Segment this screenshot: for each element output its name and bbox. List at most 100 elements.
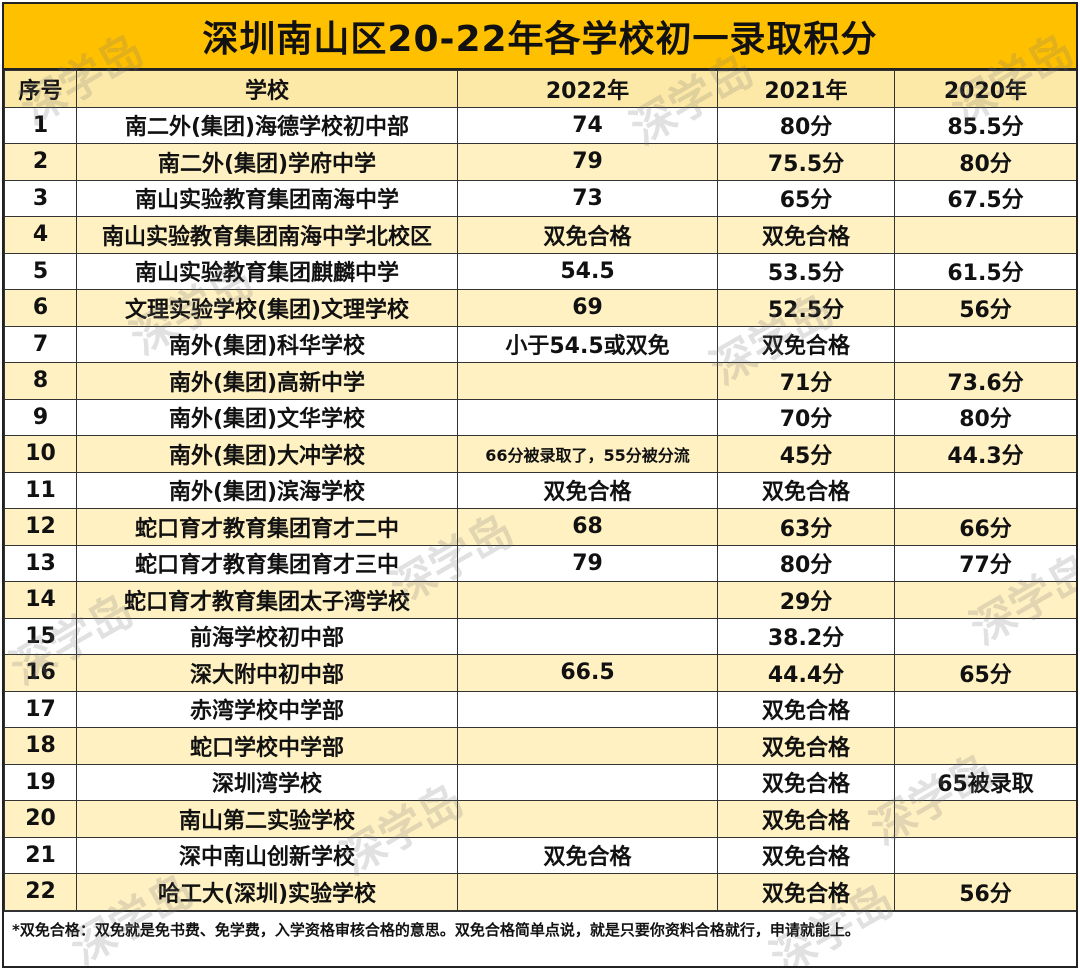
- cell-school: 前海学校初中部: [76, 617, 458, 655]
- cell-score-2021: 63分: [717, 508, 895, 546]
- page-title: 深圳南山区20-22年各学校初一录取积分: [4, 4, 1076, 70]
- cell-school: 南山实验教育集团麒麟中学: [76, 252, 458, 290]
- cell-score-2022: [457, 873, 718, 911]
- cell-school: 南山第二实验学校: [76, 800, 458, 838]
- cell-score-2020: 61.5分: [894, 252, 1076, 290]
- cell-score-2021: 75.5分: [717, 143, 895, 181]
- cell-score-2020: [894, 581, 1076, 619]
- cell-score-2021: 双免合格: [717, 325, 895, 363]
- cell-score-2022: 双免合格: [457, 471, 718, 509]
- table-row: 11 南外(集团)滨海学校 双免合格 双免合格: [4, 471, 1076, 509]
- table-row: 7 南外(集团)科华学校 小于54.5或双免 双免合格: [4, 325, 1076, 363]
- cell-score-2021: 70分: [717, 398, 895, 436]
- footnote: *双免合格：双免就是免书费、免学费，入学资格审核合格的意思。双免合格简单点说，就…: [4, 910, 1076, 948]
- cell-school: 蛇口育才教育集团太子湾学校: [76, 581, 458, 619]
- cell-index: 18: [4, 727, 77, 765]
- header-2021: 2021年: [717, 70, 895, 108]
- cell-index: 12: [4, 508, 77, 546]
- table-row: 21 深中南山创新学校 双免合格 双免合格: [4, 836, 1076, 874]
- table-row: 2 南二外(集团)学府中学 79 75.5分 80分: [4, 143, 1076, 181]
- cell-score-2021: 44.4分: [717, 654, 895, 692]
- cell-index: 13: [4, 544, 77, 582]
- cell-score-2021: 65分: [717, 179, 895, 217]
- header-index: 序号: [4, 70, 77, 108]
- table-row: 12 蛇口育才教育集团育才二中 68 63分 66分: [4, 508, 1076, 546]
- cell-score-2022: [457, 800, 718, 838]
- cell-score-2020: 73.6分: [894, 362, 1076, 400]
- cell-score-2020: 66分: [894, 508, 1076, 546]
- table-row: 6 文理实验学校(集团)文理学校 69 52.5分 56分: [4, 289, 1076, 327]
- table-row: 3 南山实验教育集团南海中学 73 65分 67.5分: [4, 179, 1076, 217]
- cell-index: 5: [4, 252, 77, 290]
- cell-score-2021: 双免合格: [717, 836, 895, 874]
- table-row: 8 南外(集团)高新中学 71分 73.6分: [4, 362, 1076, 400]
- cell-index: 2: [4, 143, 77, 181]
- cell-school: 南外(集团)高新中学: [76, 362, 458, 400]
- table-row: 1 南二外(集团)海德学校初中部 74 80分 85.5分: [4, 106, 1076, 144]
- table-row: 17 赤湾学校中学部 双免合格: [4, 690, 1076, 728]
- cell-index: 7: [4, 325, 77, 363]
- table-row: 13 蛇口育才教育集团育才三中 79 80分 77分: [4, 544, 1076, 582]
- cell-score-2020: 67.5分: [894, 179, 1076, 217]
- cell-score-2020: [894, 617, 1076, 655]
- cell-index: 8: [4, 362, 77, 400]
- cell-school: 南二外(集团)学府中学: [76, 143, 458, 181]
- cell-school: 南外(集团)文华学校: [76, 398, 458, 436]
- table-row: 16 深大附中初中部 66.5 44.4分 65分: [4, 654, 1076, 692]
- cell-score-2021: 29分: [717, 581, 895, 619]
- cell-score-2022: 73: [457, 179, 718, 217]
- cell-index: 22: [4, 873, 77, 911]
- cell-score-2021: 双免合格: [717, 471, 895, 509]
- table-row: 22 哈工大(深圳)实验学校 双免合格 56分: [4, 873, 1076, 911]
- cell-school: 深圳湾学校: [76, 763, 458, 801]
- cell-school: 文理实验学校(集团)文理学校: [76, 289, 458, 327]
- cell-score-2021: 80分: [717, 544, 895, 582]
- cell-score-2022: [457, 581, 718, 619]
- cell-school: 蛇口育才教育集团育才二中: [76, 508, 458, 546]
- cell-score-2022: [457, 727, 718, 765]
- cell-score-2021: 80分: [717, 106, 895, 144]
- cell-school: 南外(集团)科华学校: [76, 325, 458, 363]
- cell-score-2022: [457, 763, 718, 801]
- cell-score-2022: 74: [457, 106, 718, 144]
- header-school: 学校: [76, 70, 458, 108]
- cell-index: 6: [4, 289, 77, 327]
- cell-score-2020: 80分: [894, 398, 1076, 436]
- cell-score-2022: 69: [457, 289, 718, 327]
- cell-index: 10: [4, 435, 77, 473]
- table-row: 18 蛇口学校中学部 双免合格: [4, 727, 1076, 765]
- cell-index: 16: [4, 654, 77, 692]
- header-2022: 2022年: [457, 70, 718, 108]
- cell-score-2022: 66分被录取了，55分被分流: [457, 435, 718, 473]
- table-row: 20 南山第二实验学校 双免合格: [4, 800, 1076, 838]
- cell-score-2022: [457, 690, 718, 728]
- cell-school: 南二外(集团)海德学校初中部: [76, 106, 458, 144]
- cell-score-2020: [894, 471, 1076, 509]
- cell-school: 南山实验教育集团南海中学: [76, 179, 458, 217]
- cell-school: 深大附中初中部: [76, 654, 458, 692]
- table-body: 1 南二外(集团)海德学校初中部 74 80分 85.5分 2 南二外(集团)学府中学 79 7…: [4, 106, 1076, 911]
- cell-score-2020: 85.5分: [894, 106, 1076, 144]
- cell-score-2020: 56分: [894, 873, 1076, 911]
- cell-score-2022: 54.5: [457, 252, 718, 290]
- cell-school: 赤湾学校中学部: [76, 690, 458, 728]
- cell-score-2022: 79: [457, 143, 718, 181]
- cell-score-2022: [457, 617, 718, 655]
- cell-index: 21: [4, 836, 77, 874]
- cell-score-2021: 双免合格: [717, 763, 895, 801]
- cell-score-2020: 65被录取: [894, 763, 1076, 801]
- table-row: 4 南山实验教育集团南海中学北校区 双免合格 双免合格: [4, 216, 1076, 254]
- cell-score-2020: [894, 836, 1076, 874]
- cell-score-2022: 双免合格: [457, 216, 718, 254]
- cell-score-2022: 66.5: [457, 654, 718, 692]
- cell-index: 19: [4, 763, 77, 801]
- cell-school: 南山实验教育集团南海中学北校区: [76, 216, 458, 254]
- cell-score-2020: 65分: [894, 654, 1076, 692]
- table-row: 14 蛇口育才教育集团太子湾学校 29分: [4, 581, 1076, 619]
- cell-index: 9: [4, 398, 77, 436]
- cell-score-2020: [894, 727, 1076, 765]
- cell-school: 蛇口育才教育集团育才三中: [76, 544, 458, 582]
- cell-index: 4: [4, 216, 77, 254]
- cell-score-2022: [457, 362, 718, 400]
- cell-score-2021: 双免合格: [717, 216, 895, 254]
